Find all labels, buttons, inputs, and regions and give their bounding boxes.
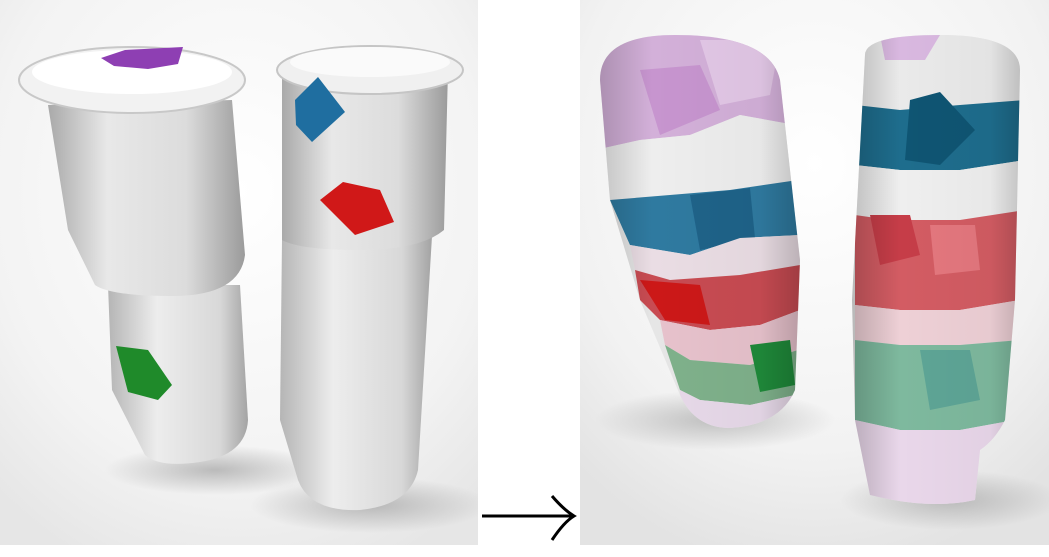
blue-seed bbox=[295, 77, 345, 142]
left-render-panel bbox=[0, 0, 478, 545]
segmented-object-right bbox=[852, 35, 1020, 504]
green-seed bbox=[116, 346, 172, 400]
left-render bbox=[0, 0, 478, 545]
object-lower-segment bbox=[280, 236, 432, 511]
right-render bbox=[580, 0, 1049, 545]
red-seed bbox=[320, 182, 394, 235]
object-lower-segment bbox=[108, 285, 248, 464]
segmented-object-left bbox=[600, 35, 800, 428]
right-object bbox=[276, 45, 464, 511]
left-object bbox=[18, 46, 248, 464]
arrow-icon bbox=[482, 495, 577, 541]
object-top bbox=[290, 47, 450, 77]
purple-seed bbox=[101, 47, 183, 69]
transform-arrow bbox=[478, 490, 580, 550]
object-upper-segment bbox=[48, 100, 245, 296]
object-top bbox=[32, 50, 232, 94]
right-render-panel bbox=[580, 0, 1049, 545]
